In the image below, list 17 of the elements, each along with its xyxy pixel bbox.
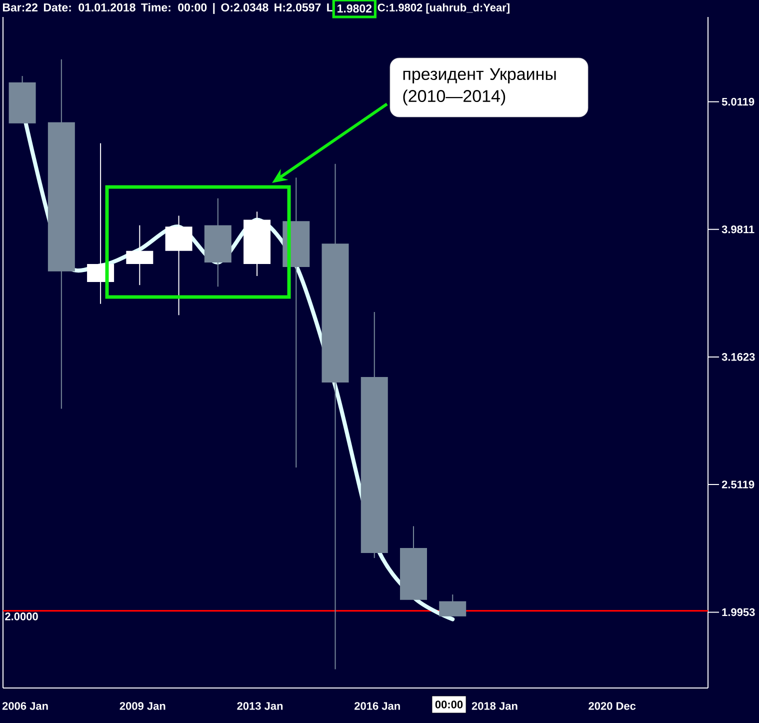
- x-tick-label: 2013 Jan: [237, 702, 283, 710]
- ref-line-label: 2.0000: [5, 612, 38, 620]
- x-tick-label: 2020 Dec: [588, 702, 636, 710]
- y-tick-label: 5.0119: [722, 98, 754, 106]
- text: C:1.9802 [uahrub_d:Year]: [378, 3, 510, 14]
- text: 1.9802: [338, 4, 372, 13]
- text: 00:00: [435, 700, 463, 708]
- x-tick-label: 2016 Jan: [354, 702, 400, 710]
- x-tick-label: 2006 Jan: [2, 702, 48, 710]
- y-tick-label: 3.9811: [722, 225, 754, 234]
- text: Bar:22 Date: 01.01.2018 Time: 00:00 | O:2.0348 H:2.0597 L: [2, 3, 334, 14]
- x-tick-label: 2009 Jan: [120, 702, 166, 710]
- y-tick-label: 3.1623: [722, 353, 755, 361]
- annotation: президент Украины (2010—2014): [403, 68, 556, 106]
- y-tick-label: 1.9953: [722, 608, 755, 616]
- x-tick-label: 2018 Jan: [472, 702, 518, 710]
- y-tick-label: 2.5119: [722, 480, 754, 488]
